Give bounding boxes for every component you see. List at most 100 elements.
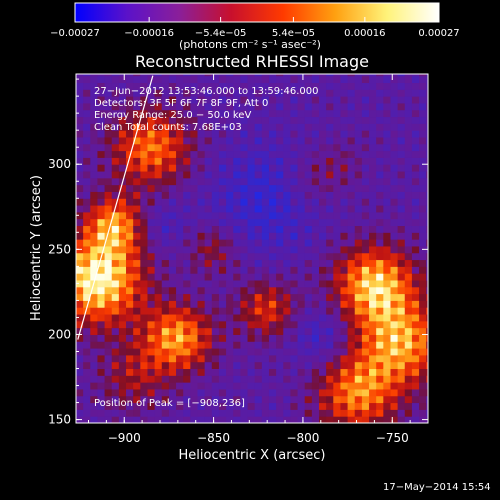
- heatmap-cell: [247, 82, 256, 90]
- heatmap-cell: [247, 382, 256, 390]
- heatmap-cell: [183, 184, 191, 192]
- heatmap-cell: [233, 348, 241, 356]
- heatmap-cell: [261, 75, 270, 84]
- heatmap-cell: [126, 286, 134, 295]
- heatmap-cell: [369, 102, 377, 111]
- heatmap-cell: [268, 232, 277, 240]
- heatmap-cell: [419, 382, 427, 390]
- heatmap-cell: [340, 82, 349, 90]
- heatmap-cell: [126, 191, 134, 199]
- heatmap-cell: [383, 82, 391, 90]
- heatmap-cell: [333, 300, 341, 308]
- heatmap-cell: [304, 171, 313, 179]
- footer-date: 17−May−2014 15:54: [383, 482, 491, 493]
- heatmap-cell: [154, 416, 163, 423]
- heatmap-cell: [290, 375, 299, 383]
- heatmap-cell: [176, 307, 184, 315]
- heatmap-cell: [390, 348, 399, 356]
- heatmap-cell: [197, 211, 206, 220]
- heatmap-cell: [233, 368, 241, 376]
- heatmap-cell: [369, 232, 377, 240]
- heatmap-cell: [76, 280, 84, 288]
- heatmap-cell: [176, 82, 184, 90]
- heatmap-cell: [347, 348, 356, 356]
- heatmap-cell: [404, 171, 413, 179]
- heatmap-cell: [290, 273, 299, 281]
- heatmap-cell: [254, 96, 263, 104]
- heatmap-cell: [190, 74, 199, 77]
- heatmap-cell: [147, 102, 156, 111]
- heatmap-cell: [83, 293, 91, 301]
- heatmap-cell: [168, 361, 177, 370]
- heatmap-cell: [140, 259, 148, 267]
- heatmap-cell: [211, 252, 220, 261]
- heatmap-cell: [419, 164, 427, 172]
- heatmap-cell: [161, 157, 170, 165]
- heatmap-cell: [90, 239, 98, 247]
- heatmap-cell: [218, 409, 227, 417]
- heatmap-cell: [254, 75, 263, 84]
- heatmap-cell: [261, 341, 270, 349]
- heatmap-cell: [268, 116, 277, 124]
- heatmap-cell: [218, 314, 227, 322]
- heatmap-cell: [361, 314, 370, 322]
- heatmap-cell: [311, 273, 320, 281]
- heatmap-cell: [404, 354, 413, 363]
- heatmap-cell: [333, 74, 341, 77]
- heatmap-cell: [411, 177, 420, 186]
- heatmap-cell: [354, 143, 363, 152]
- heatmap-cell: [168, 150, 177, 158]
- heatmap-cell: [361, 191, 370, 199]
- heatmap-cell: [247, 75, 256, 84]
- heatmap-cell: [154, 252, 163, 261]
- heatmap-cell: [226, 82, 234, 90]
- heatmap-cell: [290, 416, 299, 423]
- heatmap-cell: [197, 102, 206, 111]
- heatmap-cell: [211, 89, 220, 97]
- heatmap-cell: [411, 300, 420, 308]
- heatmap-cell: [147, 143, 156, 152]
- heatmap-cell: [118, 259, 127, 267]
- heatmap-cell: [197, 150, 206, 158]
- heatmap-cell: [333, 130, 341, 138]
- heatmap-cell: [311, 123, 320, 131]
- heatmap-cell: [118, 74, 127, 77]
- heatmap-cell: [397, 416, 406, 423]
- heatmap-cell: [211, 382, 220, 390]
- heatmap-cell: [240, 143, 249, 152]
- heatmap-cell: [90, 74, 98, 77]
- heatmap-cell: [211, 266, 220, 274]
- heatmap-cell: [190, 402, 199, 410]
- heatmap-cell: [276, 293, 284, 301]
- heatmap-cell: [404, 150, 413, 158]
- heatmap-cell: [268, 416, 277, 423]
- heatmap-cell: [111, 150, 120, 158]
- heatmap-cell: [304, 157, 313, 165]
- heatmap-cell: [197, 191, 206, 199]
- heatmap-cell: [361, 171, 370, 179]
- heatmap-cell: [297, 388, 306, 397]
- heatmap-cell: [83, 74, 91, 77]
- heatmap-cell: [147, 375, 156, 383]
- heatmap-cell: [83, 375, 91, 383]
- heatmap-cell: [254, 130, 263, 138]
- heatmap-cell: [226, 314, 234, 322]
- heatmap-cell: [404, 96, 413, 104]
- heatmap-cell: [83, 300, 91, 308]
- heatmap-cell: [369, 327, 377, 335]
- heatmap-cell: [419, 75, 427, 84]
- heatmap-cell: [311, 402, 320, 410]
- heatmap-cell: [304, 286, 313, 295]
- heatmap-cell: [197, 286, 206, 295]
- heatmap-cell: [76, 164, 84, 172]
- heatmap-cell: [140, 96, 148, 104]
- heatmap-cell: [333, 225, 341, 233]
- heatmap-cell: [240, 354, 249, 363]
- heatmap-cell: [161, 354, 170, 363]
- heatmap-cell: [340, 164, 349, 172]
- heatmap-cell: [354, 130, 363, 138]
- heatmap-cell: [254, 354, 263, 363]
- heatmap-cell: [383, 164, 391, 172]
- heatmap-cell: [276, 307, 284, 315]
- heatmap-cell: [147, 96, 156, 104]
